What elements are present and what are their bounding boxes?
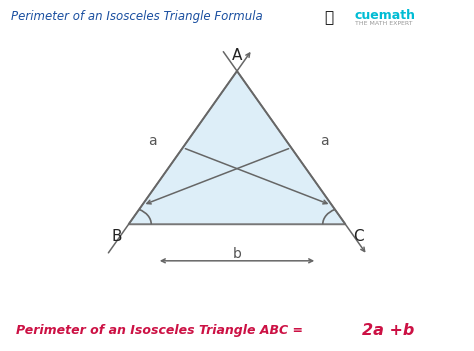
Polygon shape: [128, 71, 346, 224]
Text: C: C: [353, 229, 364, 244]
Text: b: b: [233, 247, 241, 261]
Text: cuemath: cuemath: [355, 9, 416, 22]
Text: a: a: [320, 134, 328, 148]
Text: THE MATH EXPERT: THE MATH EXPERT: [355, 21, 412, 26]
Text: Perimeter of an Isosceles Triangle Formula: Perimeter of an Isosceles Triangle Formu…: [11, 10, 263, 23]
Text: a: a: [148, 134, 156, 148]
Text: B: B: [111, 229, 122, 244]
Text: Perimeter of an Isosceles Triangle ABC =: Perimeter of an Isosceles Triangle ABC =: [16, 324, 307, 337]
Text: A: A: [232, 48, 242, 63]
Text: 🚀: 🚀: [324, 10, 333, 25]
Text: 2a +b: 2a +b: [362, 323, 414, 338]
